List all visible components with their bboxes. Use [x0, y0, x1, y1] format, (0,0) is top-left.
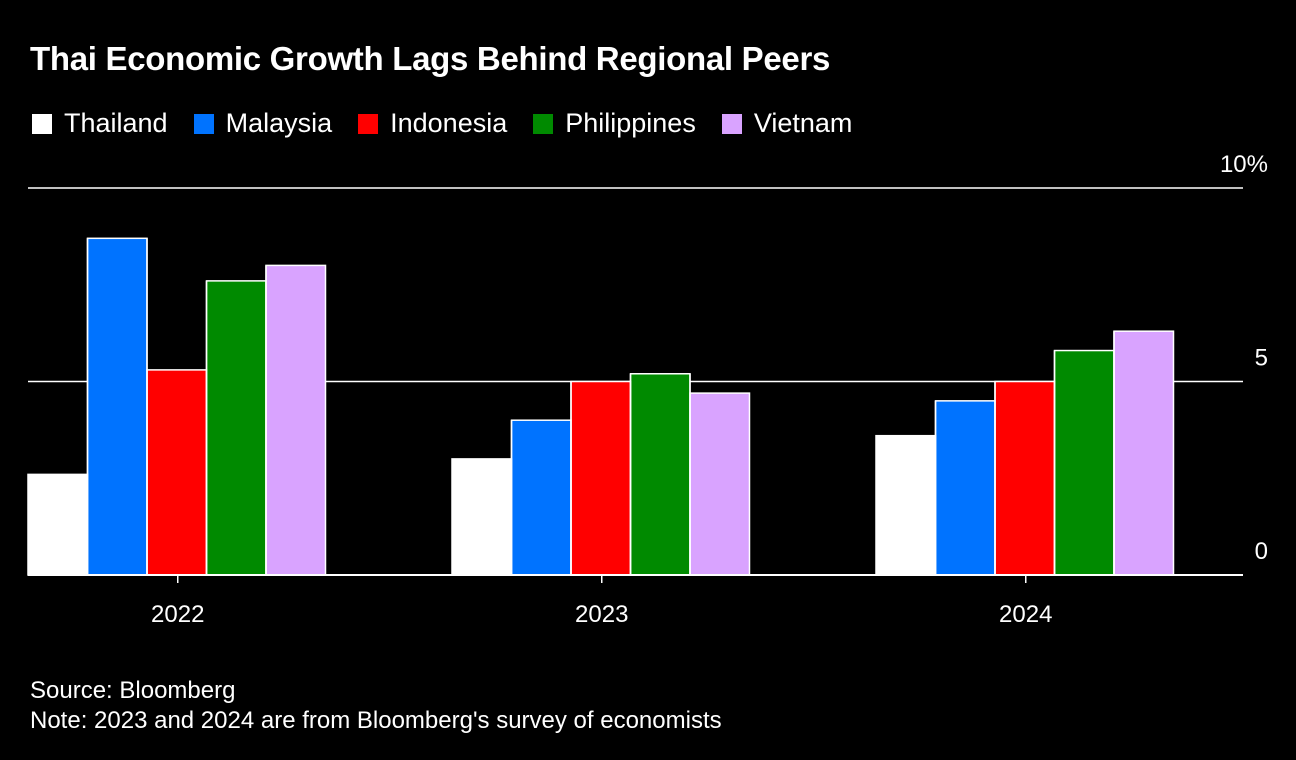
- legend: Thailand Malaysia Indonesia Philippines …: [32, 108, 878, 139]
- legend-label-indonesia: Indonesia: [390, 108, 508, 138]
- bar-malaysia-2022: [87, 238, 147, 575]
- legend-label-thailand: Thailand: [64, 108, 168, 138]
- x-tick-label-2024: 2024: [999, 601, 1052, 628]
- bar-malaysia-2023: [511, 420, 571, 575]
- legend-swatch-philippines: [533, 113, 554, 134]
- legend-label-malaysia: Malaysia: [225, 108, 333, 138]
- bar-vietnam-2023: [690, 393, 750, 575]
- bar-indonesia-2023: [571, 381, 631, 575]
- bar-thailand-2022: [28, 474, 88, 575]
- x-tick-label-2023: 2023: [575, 601, 628, 628]
- bar-vietnam-2024: [1114, 331, 1174, 575]
- bar-indonesia-2024: [995, 381, 1055, 575]
- bar-philippines-2024: [1054, 350, 1114, 575]
- y-tick-label-0: 0: [1255, 538, 1268, 565]
- bar-malaysia-2024: [935, 400, 995, 575]
- methodology-note: Note: 2023 and 2024 are from Bloomberg's…: [30, 707, 722, 734]
- source-note: Source: Bloomberg: [30, 677, 236, 704]
- bar-philippines-2023: [630, 373, 690, 575]
- legend-label-vietnam: Vietnam: [753, 108, 853, 138]
- y-tick-label-10: 10%: [1220, 151, 1268, 178]
- bar-vietnam-2022: [266, 265, 326, 575]
- chart-title: Thai Economic Growth Lags Behind Regiona…: [30, 40, 831, 77]
- legend-item-thailand: Thailand: [32, 108, 168, 139]
- bar-philippines-2022: [206, 280, 266, 575]
- y-tick-label-5: 5: [1255, 345, 1268, 372]
- legend-item-philippines: Philippines: [533, 108, 696, 139]
- legend-swatch-thailand: [32, 113, 52, 134]
- bar-indonesia-2022: [147, 369, 207, 575]
- legend-swatch-vietnam: [721, 113, 742, 134]
- legend-item-malaysia: Malaysia: [193, 108, 333, 139]
- legend-item-indonesia: Indonesia: [358, 108, 507, 139]
- legend-label-philippines: Philippines: [565, 108, 696, 138]
- bar-thailand-2023: [452, 458, 512, 575]
- bar-chart: 2022 2023 2024 0 5 10%: [27, 151, 1268, 628]
- footer: Source: Bloomberg Note: 2023 and 2024 ar…: [30, 676, 722, 736]
- legend-item-vietnam: Vietnam: [721, 108, 853, 139]
- legend-swatch-indonesia: [358, 113, 379, 134]
- legend-swatch-malaysia: [193, 113, 214, 134]
- x-tick-label-2022: 2022: [151, 601, 204, 628]
- bar-thailand-2024: [876, 435, 936, 575]
